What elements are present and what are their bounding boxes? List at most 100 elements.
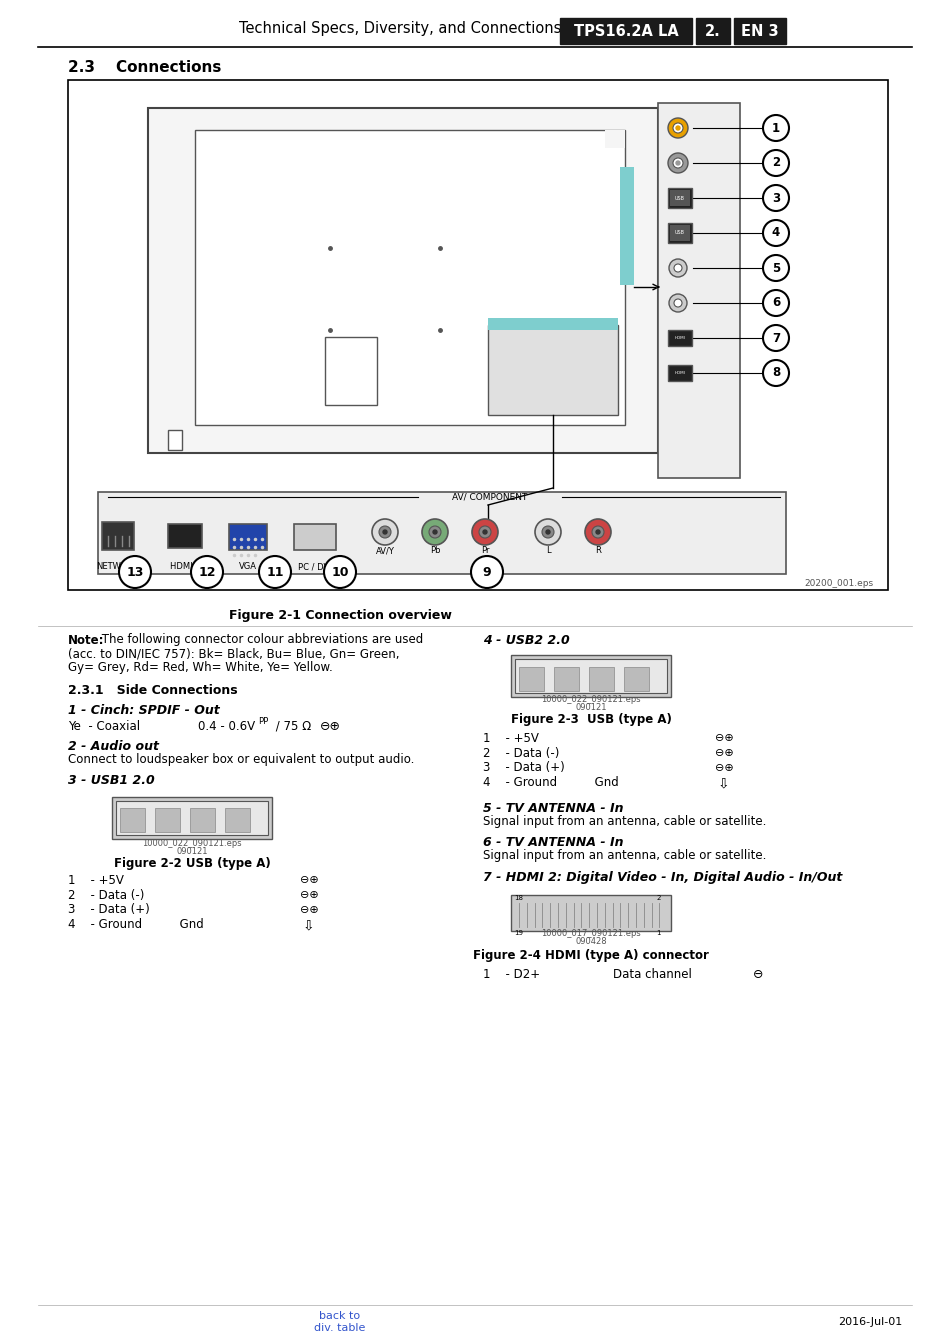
Bar [696, 17, 730, 44]
Circle shape [379, 526, 391, 538]
Text: 7: 7 [772, 332, 780, 344]
Circle shape [585, 519, 611, 546]
Text: ⊖⊕: ⊖⊕ [715, 732, 733, 743]
Text: PC / DVI: PC / DVI [298, 562, 332, 571]
Bar [624, 667, 649, 691]
Text: 1: 1 [772, 121, 780, 134]
Circle shape [674, 263, 682, 271]
Bar [190, 808, 215, 832]
Text: PP: PP [258, 718, 268, 727]
Circle shape [763, 151, 789, 176]
Text: 1: 1 [656, 930, 661, 935]
Circle shape [669, 259, 687, 277]
Text: AV/ COMPONENT: AV/ COMPONENT [452, 492, 527, 501]
Circle shape [546, 530, 550, 534]
Text: HDMI: HDMI [674, 371, 685, 375]
Text: VGA: VGA [239, 562, 257, 571]
Text: 10000_022_090121.eps: 10000_022_090121.eps [542, 695, 641, 704]
Bar [112, 797, 272, 839]
Text: 2.: 2. [705, 23, 721, 39]
Text: USB: USB [675, 195, 685, 200]
Bar [168, 430, 182, 450]
Text: ⊖⊕: ⊖⊕ [300, 890, 319, 900]
Text: 3 - USB1 2.0: 3 - USB1 2.0 [68, 774, 155, 786]
Circle shape [535, 519, 561, 546]
Text: Ye  - Coaxial: Ye - Coaxial [68, 719, 141, 732]
Text: 2.3    Connections: 2.3 Connections [68, 60, 221, 75]
Circle shape [259, 556, 291, 589]
Text: 4: 4 [771, 227, 780, 239]
Circle shape [479, 526, 491, 538]
Text: Figure 2-4 HDMI (type A) connector: Figure 2-4 HDMI (type A) connector [473, 949, 709, 961]
Text: 8: 8 [771, 367, 780, 379]
Text: Figure 2-1 Connection overview: Figure 2-1 Connection overview [229, 609, 451, 622]
Circle shape [119, 556, 151, 589]
Text: NETWORK: NETWORK [97, 562, 140, 571]
Bar [116, 801, 268, 835]
Text: 10000_022_090121.eps: 10000_022_090121.eps [142, 839, 242, 848]
Bar [670, 224, 690, 241]
Text: Connect to loudspeaker box or equivalent to output audio.: Connect to loudspeaker box or equivalent… [68, 754, 414, 766]
Bar [195, 130, 625, 425]
Text: (acc. to DIN/IEC 757): Bk= Black, Bu= Blue, Gn= Green,: (acc. to DIN/IEC 757): Bk= Black, Bu= Bl… [68, 648, 400, 660]
Circle shape [668, 118, 688, 138]
Text: 090121: 090121 [177, 847, 208, 856]
Text: ⊖⊕: ⊖⊕ [715, 763, 733, 773]
Circle shape [191, 556, 223, 589]
Text: HDMI: HDMI [674, 336, 685, 340]
Text: TPS16.2A LA: TPS16.2A LA [574, 23, 678, 39]
Text: 090428: 090428 [575, 938, 607, 946]
Circle shape [763, 360, 789, 386]
Circle shape [763, 255, 789, 281]
Text: Gy= Grey, Rd= Red, Wh= White, Ye= Yellow.: Gy= Grey, Rd= Red, Wh= White, Ye= Yellow… [68, 661, 332, 675]
Text: Pb: Pb [429, 546, 440, 555]
Text: AV/Y: AV/Y [375, 546, 394, 555]
Text: 11: 11 [266, 566, 284, 578]
Text: 6: 6 [771, 297, 780, 309]
Circle shape [673, 159, 683, 168]
Bar [668, 223, 692, 243]
Circle shape [592, 526, 604, 538]
Bar [68, 81, 888, 590]
Text: Signal input from an antenna, cable or satellite.: Signal input from an antenna, cable or s… [483, 816, 767, 828]
Text: 1    - D2+: 1 - D2+ [483, 969, 541, 981]
Circle shape [676, 126, 680, 130]
Text: 2    - Data (-): 2 - Data (-) [483, 746, 560, 759]
Circle shape [433, 530, 437, 534]
Text: 2: 2 [772, 156, 780, 169]
Circle shape [471, 556, 503, 589]
Bar [102, 521, 134, 550]
Text: 9: 9 [483, 566, 491, 578]
Text: 18: 18 [514, 895, 523, 900]
Text: 0.4 - 0.6V: 0.4 - 0.6V [198, 719, 256, 732]
Text: ⇩: ⇩ [718, 775, 730, 790]
Bar [670, 190, 690, 206]
Text: Pr: Pr [481, 546, 489, 555]
Bar [229, 524, 267, 550]
Text: 090121: 090121 [576, 703, 607, 712]
Bar [120, 808, 145, 832]
Text: 1    - +5V: 1 - +5V [483, 731, 539, 745]
Circle shape [542, 526, 554, 538]
Bar [488, 319, 618, 331]
Text: 1    - +5V: 1 - +5V [68, 874, 124, 887]
Bar [554, 667, 579, 691]
Text: 12: 12 [199, 566, 216, 578]
Circle shape [763, 220, 789, 246]
Bar [511, 895, 671, 931]
Text: 4    - Ground          Gnd: 4 - Ground Gnd [483, 777, 618, 789]
Text: The following connector colour abbreviations are used: The following connector colour abbreviat… [98, 633, 424, 646]
Text: 1 - Cinch: SPDIF - Out: 1 - Cinch: SPDIF - Out [68, 703, 219, 716]
Bar [168, 524, 202, 548]
Text: 2    - Data (-): 2 - Data (-) [68, 888, 144, 902]
Bar [620, 167, 634, 285]
Bar [294, 524, 336, 550]
Text: ⊖⊕: ⊖⊕ [300, 905, 319, 915]
Bar [511, 655, 671, 698]
Circle shape [763, 290, 789, 316]
Bar [519, 667, 544, 691]
Text: 3    - Data (+): 3 - Data (+) [68, 903, 150, 917]
Text: 6 - TV ANTENNA - In: 6 - TV ANTENNA - In [483, 836, 623, 848]
Circle shape [669, 294, 687, 312]
Circle shape [383, 530, 387, 534]
